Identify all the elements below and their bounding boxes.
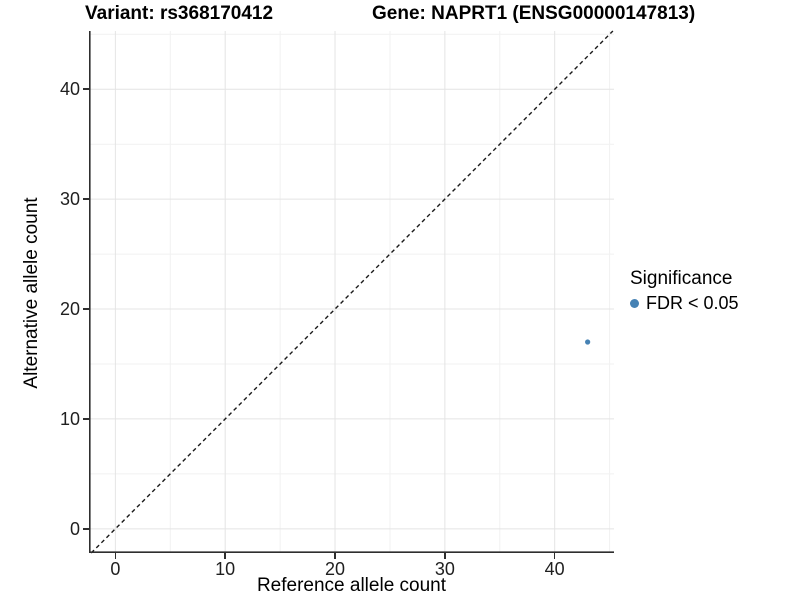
x-tick-mark bbox=[444, 553, 446, 559]
data-point bbox=[585, 339, 591, 345]
y-tick-mark bbox=[83, 528, 89, 530]
y-tick-mark bbox=[83, 198, 89, 200]
x-tick-label: 40 bbox=[544, 559, 565, 579]
variant-title: Variant: rs368170412 bbox=[85, 3, 274, 24]
y-tick-mark bbox=[83, 308, 89, 310]
x-tick-label: 10 bbox=[215, 559, 236, 579]
x-tick-mark bbox=[334, 553, 336, 559]
y-tick-label: 30 bbox=[59, 189, 80, 210]
legend-item-label: FDR < 0.05 bbox=[646, 293, 739, 313]
y-tick-label: 20 bbox=[59, 299, 80, 320]
y-axis-title: Alternative allele count bbox=[21, 197, 42, 389]
y-tick-label: 10 bbox=[59, 408, 80, 429]
x-tick-mark bbox=[224, 553, 226, 559]
legend-item: FDR < 0.05 bbox=[630, 292, 739, 314]
x-tick-label: 0 bbox=[110, 559, 121, 579]
x-tick-mark bbox=[114, 553, 117, 559]
y-tick-mark bbox=[83, 88, 89, 90]
legend: Significance FDR < 0.05 bbox=[630, 267, 739, 314]
x-tick-mark bbox=[553, 553, 556, 559]
legend-point-icon bbox=[630, 298, 639, 308]
identity-reference-line bbox=[90, 30, 614, 554]
x-tick-label: 30 bbox=[434, 559, 455, 579]
legend-title: Significance bbox=[630, 268, 733, 289]
y-tick-label: 0 bbox=[69, 518, 80, 539]
y-tick-mark bbox=[83, 418, 89, 420]
y-tick-label: 40 bbox=[59, 79, 80, 100]
x-tick-label: 20 bbox=[325, 559, 346, 579]
gene-title: Gene: NAPRT1 (ENSG00000147813) bbox=[372, 3, 696, 24]
x-axis-title: Reference allele count bbox=[256, 575, 447, 596]
plot-canvas bbox=[89, 30, 614, 554]
plot-panel bbox=[89, 30, 614, 554]
